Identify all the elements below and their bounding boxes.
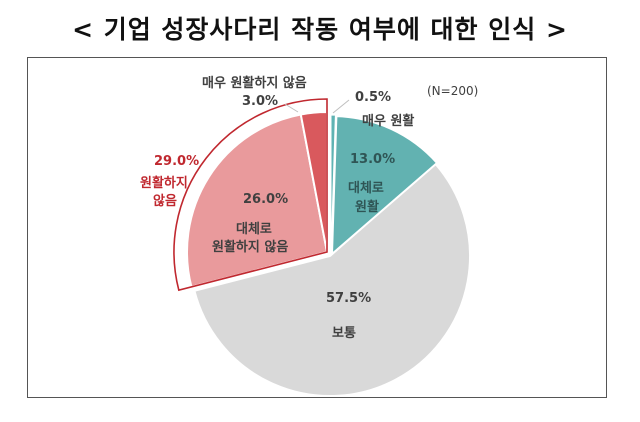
chart-frame bbox=[27, 57, 607, 398]
leader-very-smooth bbox=[332, 99, 350, 114]
sample-note: (N=200) bbox=[427, 84, 479, 98]
label-neutral: 보통 bbox=[332, 326, 356, 341]
label-mostly-smooth-pct: 13.0% bbox=[350, 152, 396, 167]
label-very-smooth: 매우 원활 bbox=[362, 114, 415, 129]
label-mostly-not-l1: 대체로 bbox=[236, 222, 272, 237]
label-very-not-smooth-pct: 3.0% bbox=[242, 94, 279, 109]
chart-title: < 기업 성장사다리 작동 여부에 대한 인식 > bbox=[72, 15, 568, 44]
slice-very-smooth bbox=[330, 114, 336, 256]
slice-neutral bbox=[193, 161, 471, 398]
label-very-smooth-pct: 0.5% bbox=[355, 90, 392, 105]
label-group-l1: 원활하지 bbox=[140, 176, 188, 191]
leader-very-not bbox=[284, 103, 299, 113]
label-mostly-smooth-l1: 대체로 bbox=[348, 181, 384, 196]
label-mostly-not-l2: 원활하지 않음 bbox=[212, 240, 289, 255]
label-group-l2: 않음 bbox=[153, 194, 177, 209]
label-very-not-smooth: 매우 원활하지 않음 bbox=[202, 76, 307, 91]
label-mostly-smooth-l2: 원활 bbox=[355, 200, 379, 215]
slice-mostly-not-smooth bbox=[186, 113, 329, 289]
group-outline bbox=[173, 98, 328, 292]
label-mostly-not-pct: 26.0% bbox=[243, 192, 289, 207]
slice-mostly-smooth bbox=[330, 115, 439, 257]
label-group-pct: 29.0% bbox=[154, 154, 200, 169]
group-not-smooth bbox=[173, 98, 329, 292]
label-neutral-pct: 57.5% bbox=[326, 291, 372, 306]
